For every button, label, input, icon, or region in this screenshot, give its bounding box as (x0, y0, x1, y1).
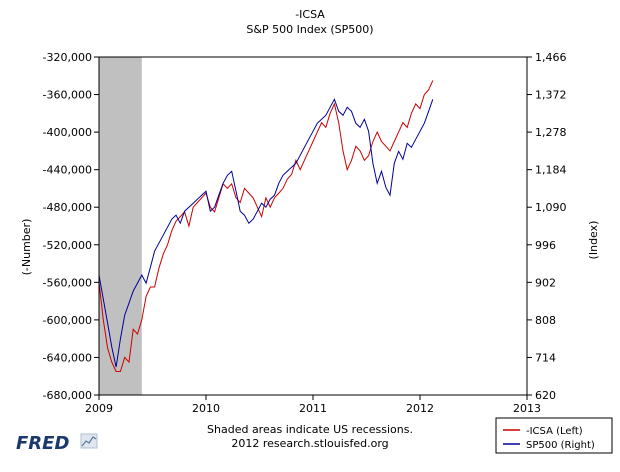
left-tick-label: -600,000 (43, 314, 92, 327)
left-tick-label: -520,000 (43, 239, 92, 252)
x-tick-label: 2013 (513, 402, 541, 415)
left-tick-label: -360,000 (43, 89, 92, 102)
left-tick-label: -480,000 (43, 201, 92, 214)
left-axis: -320,000 -360,000 -400,000 -440,000 -480,000… (43, 51, 99, 402)
left-tick-label: -560,000 (43, 276, 92, 289)
right-tick-label: 1,372 (535, 89, 567, 102)
left-tick-label: -640,000 (43, 351, 92, 364)
legend-box (495, 417, 613, 454)
fred-logo: FRED (16, 433, 98, 454)
right-tick-label: 1,184 (535, 164, 567, 177)
x-tick-label: 2009 (85, 402, 113, 415)
right-tick-label: 620 (535, 389, 556, 402)
left-tick-label: -400,000 (43, 126, 92, 139)
right-tick-label: 1,278 (535, 126, 567, 139)
chart-subtitle: S&P 500 Index (SP500) (246, 23, 373, 36)
right-axis-title: (Index) (587, 221, 600, 260)
source-note: 2012 research.stlouisfed.org (231, 437, 388, 450)
series-line-1 (98, 98, 434, 368)
right-tick-label: 1,466 (535, 51, 567, 64)
legend-label-sp500: SP500 (Right) (526, 440, 595, 451)
bottom-axis: 2009 2010 2011 2012 2013 (85, 395, 541, 415)
plot-frame (98, 56, 528, 396)
x-tick-label: 2010 (192, 402, 220, 415)
x-tick-label: 2012 (406, 402, 434, 415)
chart-title: -ICSA (295, 8, 325, 21)
right-axis: 1,466 1,372 1,278 1,184 1,090 996 902 808 714 620 (527, 51, 567, 402)
left-tick-label: -440,000 (43, 164, 92, 177)
left-tick-label: -680,000 (43, 389, 92, 402)
legend-label-icsa: -ICSA (Left) (526, 426, 583, 437)
recession-band (99, 57, 142, 395)
right-tick-label: 714 (535, 351, 556, 364)
legend: -ICSA (Left) SP500 (Right) (495, 417, 613, 454)
right-tick-label: 902 (535, 276, 556, 289)
series-line-0 (98, 80, 434, 372)
recession-note: Shaded areas indicate US recessions. (207, 423, 413, 436)
right-tick-label: 1,090 (535, 201, 567, 214)
right-tick-label: 808 (535, 314, 556, 327)
fred-logo-text: FRED (16, 433, 69, 454)
right-tick-label: 996 (535, 239, 556, 252)
left-tick-label: -320,000 (43, 51, 92, 64)
x-tick-label: 2011 (299, 402, 327, 415)
fred-chart-icon (80, 433, 98, 449)
left-axis-title: (-Number) (20, 219, 33, 276)
